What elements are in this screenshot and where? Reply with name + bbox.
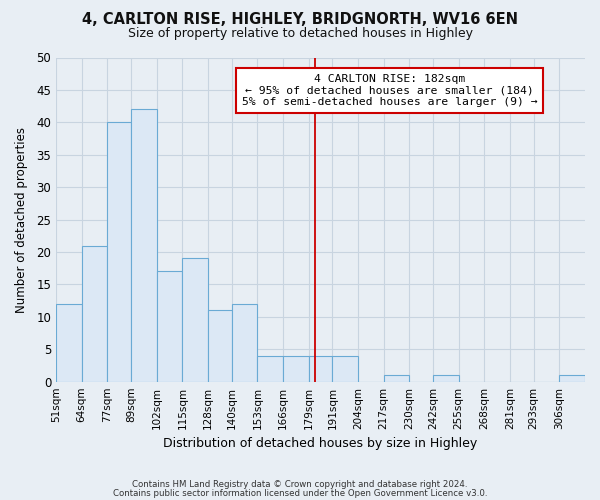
Bar [157, 272, 182, 382]
Text: 4 CARLTON RISE: 182sqm
← 95% of detached houses are smaller (184)
5% of semi-det: 4 CARLTON RISE: 182sqm ← 95% of detached… [242, 74, 538, 107]
Bar [232, 304, 257, 382]
Bar [56, 304, 82, 382]
Bar [208, 310, 232, 382]
Bar [283, 356, 308, 382]
Y-axis label: Number of detached properties: Number of detached properties [15, 126, 28, 312]
Text: Contains HM Land Registry data © Crown copyright and database right 2024.: Contains HM Land Registry data © Crown c… [132, 480, 468, 489]
Text: 4, CARLTON RISE, HIGHLEY, BRIDGNORTH, WV16 6EN: 4, CARLTON RISE, HIGHLEY, BRIDGNORTH, WV… [82, 12, 518, 28]
Bar [308, 356, 332, 382]
Text: Size of property relative to detached houses in Highley: Size of property relative to detached ho… [128, 28, 473, 40]
Bar [433, 375, 458, 382]
Bar [332, 356, 358, 382]
Bar [383, 375, 409, 382]
Bar [559, 375, 585, 382]
Bar [131, 110, 157, 382]
Bar [257, 356, 283, 382]
Bar [182, 258, 208, 382]
Bar [82, 246, 107, 382]
X-axis label: Distribution of detached houses by size in Highley: Distribution of detached houses by size … [163, 437, 478, 450]
Bar [107, 122, 131, 382]
Text: Contains public sector information licensed under the Open Government Licence v3: Contains public sector information licen… [113, 488, 487, 498]
